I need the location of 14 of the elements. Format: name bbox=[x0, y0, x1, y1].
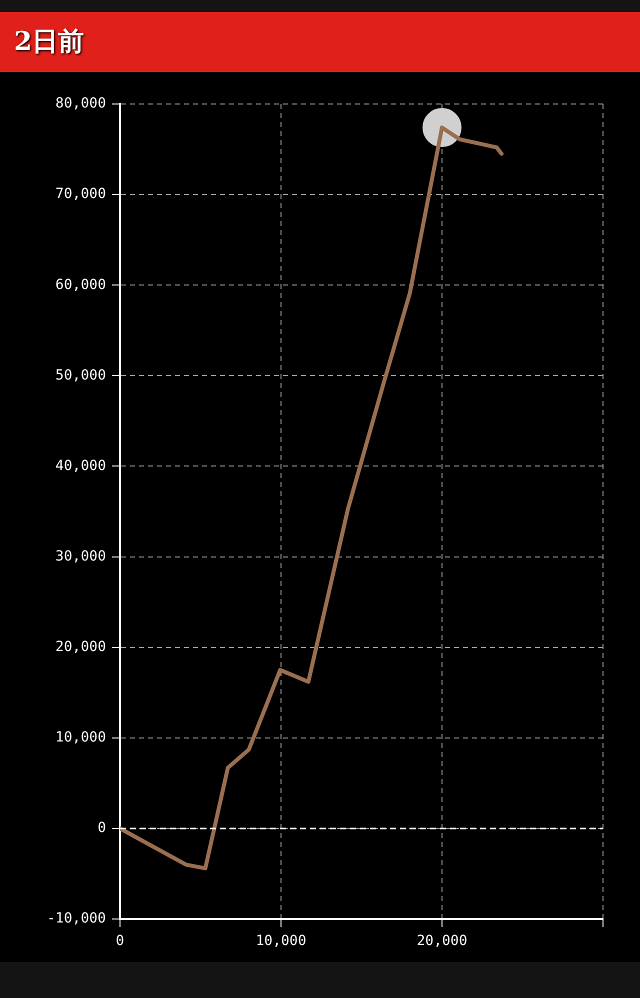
y-tick-label: 80,000 bbox=[55, 96, 106, 112]
y-tick-label: -10,000 bbox=[46, 910, 106, 927]
chart-title: 2日前 bbox=[0, 12, 640, 72]
y-tick-label: 10,000 bbox=[55, 730, 106, 746]
x-tick-label: 20,000 bbox=[416, 933, 468, 950]
y-tick-label: 40,000 bbox=[55, 458, 106, 474]
y-tick-label: 30,000 bbox=[55, 548, 106, 564]
y-tick-label: 0 bbox=[98, 820, 106, 836]
y-tick-label: 60,000 bbox=[55, 276, 106, 293]
y-tick-label: 20,000 bbox=[55, 638, 106, 655]
y-tick-label: 50,000 bbox=[55, 367, 106, 384]
x-tick-label: 10,000 bbox=[256, 933, 306, 950]
x-tick-label: 0 bbox=[116, 933, 124, 950]
y-tick-label: 70,000 bbox=[55, 186, 106, 202]
